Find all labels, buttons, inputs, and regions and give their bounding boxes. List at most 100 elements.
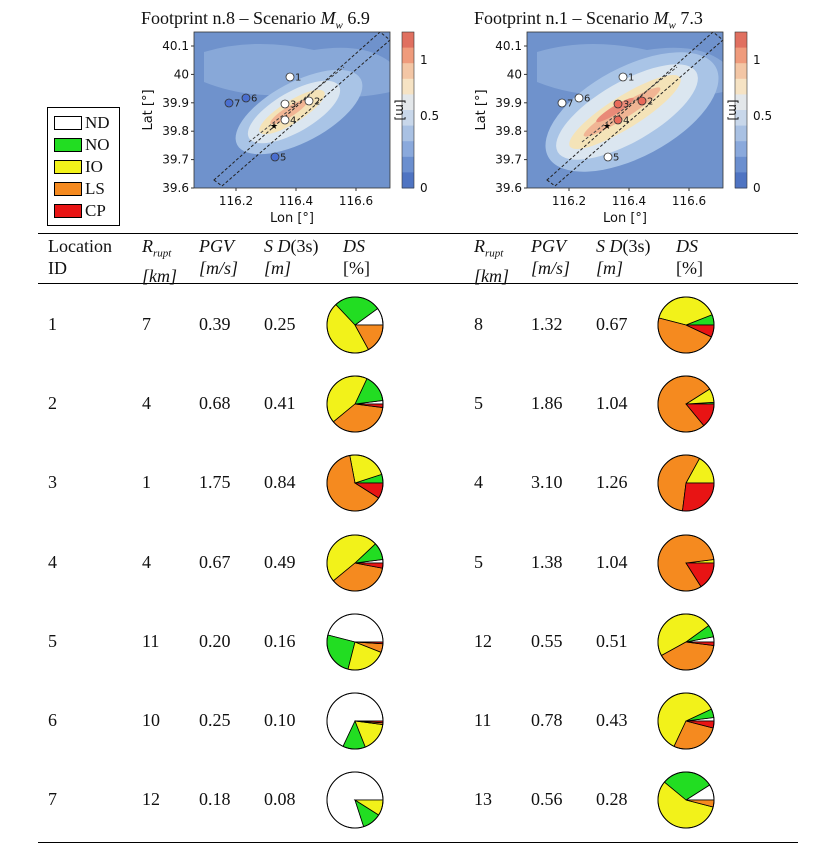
map-title-left: Footprint n.8 – Scenario Mw 6.9: [141, 8, 370, 32]
cell-rrupt-left: 1: [142, 472, 151, 493]
y-tick-label: 40.1: [495, 39, 522, 53]
ds-pie-left-row-1: [326, 296, 384, 354]
colorbar-tick-label: 0.5: [753, 109, 772, 123]
location-marker-1: [285, 72, 295, 82]
cell-pgv-right: 3.10: [531, 472, 563, 493]
location-label-3: 3: [623, 100, 629, 111]
table-bottom-rule: [38, 842, 798, 843]
x-axis-label: Lon [°]: [603, 211, 647, 226]
map-title-right: Footprint n.1 – Scenario Mw 7.3: [474, 8, 703, 32]
cell-sd-left: 0.16: [264, 630, 296, 651]
pie-outline: [326, 613, 384, 671]
cell-sd-left: 0.49: [264, 551, 296, 572]
cell-pgv-right: 0.56: [531, 789, 563, 810]
cell-pgv-right: 1.86: [531, 393, 563, 414]
damage-state-legend: ND NO IO LS CP: [47, 107, 120, 226]
header-rrupt: Rrupt [km]: [142, 236, 177, 286]
colorbar-band: [735, 94, 747, 111]
cell-sd-right: 1.26: [596, 472, 628, 493]
pie-outline: [657, 296, 715, 354]
map-content: ★ 1 2 3 4 5 67: [204, 32, 390, 187]
location-label-3: 3: [290, 100, 296, 111]
cell-pgv-left: 1.75: [199, 472, 231, 493]
y-axis-label: Lat [°]: [474, 89, 489, 130]
y-tick-label: 40.1: [162, 39, 189, 53]
cell-pgv-left: 0.68: [199, 393, 231, 414]
legend-label: ND: [85, 113, 110, 132]
cell-rrupt-left: 7: [142, 314, 151, 334]
ds-pie-left-row-3: [326, 454, 384, 512]
location-marker-7: [557, 98, 567, 108]
location-label-2: 2: [647, 97, 653, 108]
colorbar-band: [402, 172, 414, 189]
ds-pie-left-row-2: [326, 375, 384, 433]
colorbar-band: [402, 141, 414, 158]
map-content: ★ 1 2 3 4 5 67: [537, 32, 723, 187]
colorbar-band: [402, 78, 414, 95]
location-marker-4: [280, 115, 290, 125]
pie-outline: [326, 771, 384, 829]
legend-label: LS: [85, 179, 105, 198]
location-label-6: 6: [584, 94, 590, 105]
colorbar-band: [735, 172, 747, 189]
cell-rrupt-left: 10: [142, 710, 160, 730]
cell-location-id: 2: [48, 393, 57, 414]
x-tick-label: 116.4: [612, 194, 646, 208]
colorbar-band: [735, 156, 747, 173]
cell-rrupt-right: 12: [474, 630, 492, 651]
location-label-2: 2: [314, 97, 320, 108]
header-ds-right: DS [%]: [676, 236, 703, 278]
cell-rrupt-right: 4: [474, 472, 483, 493]
footprint-peak: [596, 97, 634, 123]
epicenter-star-icon: ★: [603, 122, 611, 132]
location-marker-1: [618, 72, 628, 82]
colorbar-tick-label: 0: [753, 181, 761, 195]
ds-pie-right-row-1: [657, 296, 715, 354]
legend-item-ls: LS: [54, 179, 105, 199]
cell-pgv-left: 0.20: [199, 630, 231, 651]
cell-location-id: 5: [48, 630, 57, 651]
cell-pgv-right: 1.32: [531, 314, 563, 334]
rupture-strip: [546, 32, 723, 187]
cell-rrupt-right: 5: [474, 551, 483, 572]
colorbar-tick-label: 1: [420, 53, 428, 67]
cell-pgv-right: 1.38: [531, 551, 563, 572]
colorbar-band: [735, 78, 747, 95]
x-axis-label: Lon [°]: [270, 211, 314, 226]
pie-outline: [657, 375, 715, 433]
y-tick-label: 39.7: [495, 153, 522, 167]
cell-pgv-left: 0.25: [199, 710, 231, 730]
ds-pie-left-row-4: [326, 534, 384, 592]
cell-rrupt-left: 4: [142, 393, 151, 414]
y-tick-label: 39.6: [162, 181, 189, 195]
legend-item-nd: ND: [54, 113, 110, 133]
y-tick-label: 39.7: [162, 153, 189, 167]
map-frame: [193, 31, 391, 189]
location-label-7: 7: [234, 99, 240, 110]
cell-sd-right: 0.51: [596, 630, 628, 651]
legend-swatch: [54, 182, 82, 197]
legend-swatch: [54, 116, 82, 131]
y-axis-label: Lat [°]: [141, 89, 156, 130]
y-tick-label: 39.9: [495, 96, 522, 110]
footprint-map-left: ★ 1 2 3 4 5 67 40.1 40 39.9 39.8 39.7 39.6 116.2 116.4…: [141, 31, 439, 226]
cell-rrupt-right: 8: [474, 314, 483, 334]
ds-pie-right-row-5: [657, 613, 715, 671]
location-label-7: 7: [567, 99, 573, 110]
location-marker-5: [270, 152, 280, 162]
location-label-6: 6: [251, 94, 257, 105]
header-sd-right: S D(3s) [m]: [596, 236, 651, 278]
cell-location-id: 6: [48, 710, 57, 730]
cell-pgv-left: 0.39: [199, 314, 231, 334]
colorbar-band: [735, 47, 747, 64]
colorbar-band: [402, 63, 414, 80]
cell-sd-left: 0.25: [264, 314, 296, 334]
colorbar-tick-label: 1: [753, 53, 761, 67]
cell-sd-right: 0.28: [596, 789, 628, 810]
pie-outline: [657, 771, 715, 829]
cell-pgv-right: 0.55: [531, 630, 563, 651]
x-tick-label: 116.6: [339, 194, 373, 208]
legend-swatch: [54, 138, 82, 153]
header-sd: S D(3s) [m]: [264, 236, 319, 278]
cell-sd-right: 1.04: [596, 393, 628, 414]
